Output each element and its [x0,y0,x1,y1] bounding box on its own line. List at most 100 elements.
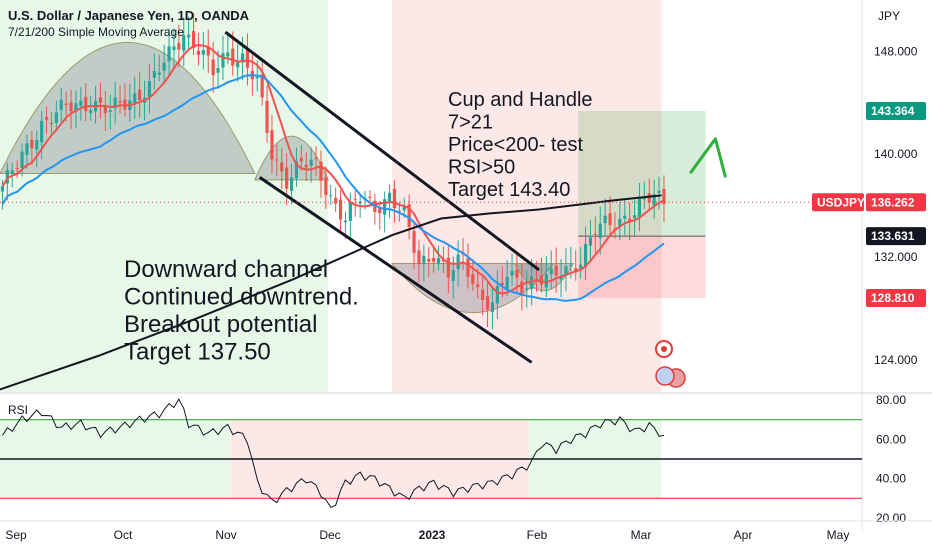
price-label: 136.262 [871,195,915,209]
candle-body [138,89,142,101]
time-tick-label: Nov [215,528,236,542]
price-label-bg [866,289,926,308]
sma-line [1,74,665,302]
candle-body [10,170,14,174]
candle-body [525,288,529,290]
candle-body [0,186,5,192]
candle-body [172,46,176,50]
price-label: 128.810 [871,291,915,305]
candle-body [427,258,431,262]
rsi-line [2,398,665,509]
price-tick-label: 124.000 [874,353,918,367]
candle-body [49,122,54,124]
candle-body [471,274,475,285]
price-label: USDJPY [817,195,865,209]
candle-body [64,103,68,106]
candle-body [133,93,137,103]
candle-body [647,193,651,203]
rsi-label: RSI [8,403,28,417]
candle-body [216,68,220,73]
indicator-label: 7/21/200 Simple Moving Average [8,25,184,39]
candle-body [304,164,308,168]
price-label-bg [866,101,926,120]
candle-body [98,97,103,103]
candle-body [569,264,573,266]
candle-body [89,110,93,114]
time-tick-label: Apr [734,528,753,542]
up-arrow-icon [689,137,727,178]
candle-body [289,177,294,191]
candle-body [15,168,19,170]
candle-body [108,110,112,112]
candle-body [69,102,73,112]
price-label: 133.631 [871,229,915,243]
candle-body [348,201,352,221]
event-marker-dot [661,346,667,352]
candle-body [319,161,323,181]
candle-body [583,243,588,267]
candle-body [270,130,274,160]
candle-body [623,215,627,219]
candle-body [481,289,485,300]
candle-body [236,61,240,68]
candle-body [260,74,264,98]
candle-body [343,220,348,223]
candle-body [368,196,372,198]
candle-body [324,177,328,195]
candle-body [652,194,656,206]
time-tick-label: Sep [5,528,27,542]
candle-body [226,52,230,57]
rsi-tick-label: 60.00 [876,432,906,446]
candle-body [383,199,387,215]
candle-body [353,198,357,200]
candle-body [559,277,563,280]
candle-body [285,167,289,189]
candle-body [191,30,196,48]
candle-body [598,223,602,238]
time-tick-label: Dec [319,528,340,542]
candle-body [544,274,548,288]
candle-body [520,281,524,293]
candle-body [588,237,593,246]
candle-body [162,62,166,71]
sma200-line [0,194,662,391]
chart-header: U.S. Dollar / Japanese Yen, 1D, OANDA 7/… [8,8,249,39]
candle-body [564,266,568,275]
candle-body [378,208,382,214]
time-tick-label: May [827,528,850,542]
candle-body [147,81,152,99]
candle-body [314,157,318,159]
candle-body [530,276,534,290]
cup-shape [0,41,256,175]
cup-handle-note: 7>21 [448,112,493,134]
time-tick-label: Feb [527,528,548,542]
candle-body [201,50,205,55]
candle-body [432,257,436,262]
candle-body [632,215,637,219]
candle-body [485,296,490,310]
candle-body [329,195,333,197]
cup-handle-note: Target 143.40 [448,179,570,201]
candle-body [54,112,58,124]
channel-note: Breakout potential [124,311,317,338]
candle-body [44,117,49,120]
candle-body [30,139,34,149]
candle-body [422,255,426,264]
rsi-pane [0,398,862,509]
candle-body [265,101,269,133]
candle-body [412,230,416,254]
candle-body [113,97,117,109]
candle-body [182,35,186,51]
candle-body [579,264,583,269]
candle-body [549,268,553,275]
candle-body [392,189,397,208]
candle-body [245,49,250,68]
candle-body [240,53,245,63]
price-label-bg [866,227,926,246]
candle-body [35,140,39,150]
candle-body [40,120,44,143]
candle-body [177,43,181,50]
candle-body [309,159,313,166]
